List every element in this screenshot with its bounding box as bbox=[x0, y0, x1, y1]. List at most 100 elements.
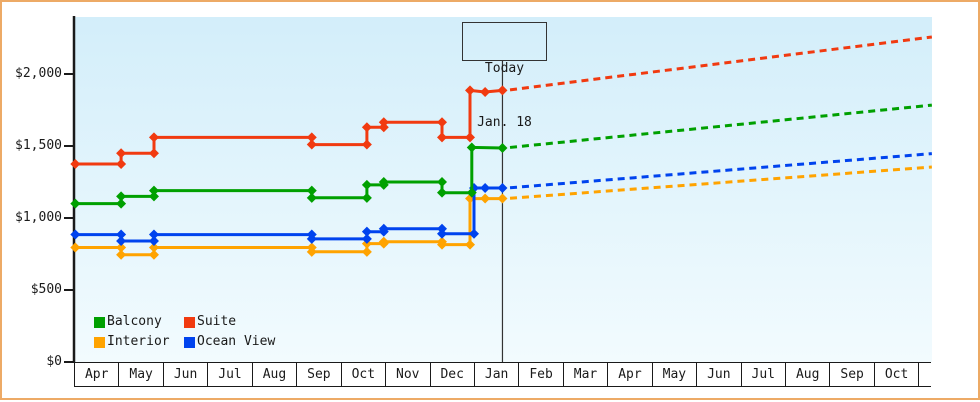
y-axis-labels: $0 $500 $1,000 $1,500 $2,000 bbox=[2, 2, 62, 402]
month-cell: Nov bbox=[385, 362, 430, 387]
month-cell: Apr bbox=[607, 362, 652, 387]
month-cell: Mar bbox=[562, 362, 608, 387]
month-cell-partial bbox=[918, 362, 932, 387]
today-annotation-line1: Today bbox=[484, 61, 525, 76]
series-marker-ocean-view bbox=[148, 229, 159, 240]
series-marker-interior bbox=[116, 249, 127, 260]
series-marker-suite bbox=[361, 139, 372, 150]
series-line-interior bbox=[75, 197, 503, 257]
series-marker-ocean-view bbox=[437, 228, 448, 239]
month-cell: Jul bbox=[207, 362, 252, 387]
ocean-view-color-swatch bbox=[184, 336, 195, 348]
y-tick-label: $1,000 bbox=[15, 210, 62, 225]
legend-item-suite: Suite bbox=[184, 312, 275, 332]
series-marker-interior bbox=[148, 249, 159, 260]
series-marker-suite bbox=[378, 117, 389, 128]
series-marker-interior bbox=[437, 239, 448, 250]
series-marker-interior bbox=[465, 239, 476, 250]
series-marker-balcony bbox=[466, 187, 477, 198]
series-marker-suite bbox=[437, 132, 448, 143]
series-marker-ocean-view bbox=[480, 183, 491, 194]
series-line-suite bbox=[75, 88, 503, 166]
y-tick-label: $0 bbox=[46, 354, 62, 369]
month-cell: Jun bbox=[696, 362, 741, 387]
forecast-line-balcony bbox=[509, 103, 933, 149]
series-marker-suite bbox=[116, 148, 127, 159]
series-marker-suite bbox=[116, 159, 127, 169]
series-marker-suite bbox=[361, 122, 372, 133]
series-marker-suite bbox=[465, 85, 476, 96]
month-cell: Sep bbox=[296, 362, 341, 387]
series-marker-balcony bbox=[116, 198, 127, 209]
series-marker-ocean-view bbox=[378, 223, 389, 234]
month-cell: Jan bbox=[473, 362, 519, 387]
series-marker-balcony bbox=[306, 192, 317, 203]
month-cell: Aug bbox=[785, 362, 830, 387]
series-marker-ocean-view bbox=[116, 236, 127, 247]
series-marker-interior bbox=[306, 246, 317, 257]
month-cell: May bbox=[651, 362, 697, 387]
series-marker-suite bbox=[306, 139, 317, 150]
month-cell: Apr bbox=[74, 362, 119, 387]
legend-label: Interior bbox=[107, 334, 170, 349]
interior-color-swatch bbox=[94, 336, 105, 348]
series-marker-ocean-view bbox=[361, 226, 372, 237]
series-marker-interior bbox=[378, 236, 389, 247]
series-marker-balcony bbox=[306, 185, 317, 196]
legend-label: Suite bbox=[197, 314, 237, 329]
y-tick-label: $500 bbox=[30, 282, 62, 297]
today-annotation-box: Today Jan. 18 bbox=[462, 22, 547, 130]
series-marker-suite bbox=[497, 85, 508, 96]
forecast-line-suite bbox=[509, 35, 933, 92]
series-marker-interior bbox=[70, 242, 81, 253]
legend-label: Balcony bbox=[107, 314, 162, 329]
series-marker-suite bbox=[148, 148, 159, 159]
balcony-color-swatch bbox=[94, 316, 105, 328]
series-marker-interior bbox=[148, 242, 159, 253]
series-marker-ocean-view bbox=[70, 229, 81, 240]
series-marker-suite bbox=[70, 159, 81, 169]
legend-item-balcony: Balcony bbox=[94, 312, 184, 332]
legend-label: Ocean View bbox=[197, 334, 276, 349]
series-marker-ocean-view bbox=[148, 236, 159, 247]
series-marker-suite bbox=[465, 132, 476, 143]
series-marker-balcony bbox=[437, 187, 448, 198]
series-marker-interior bbox=[116, 242, 127, 253]
series-marker-balcony bbox=[361, 179, 372, 190]
series-marker-balcony bbox=[437, 177, 448, 187]
y-tick-label: $2,000 bbox=[15, 66, 62, 81]
month-cell: Sep bbox=[829, 362, 874, 387]
x-axis-month-row: Apr May Jun Jul Aug Sep Oct Nov Dec Jan Feb Mar Apr M… bbox=[74, 362, 932, 387]
series-marker-suite bbox=[148, 132, 159, 143]
month-cell: Jun bbox=[162, 362, 208, 387]
series-marker-suite bbox=[437, 117, 448, 128]
forecast-line-interior bbox=[509, 165, 932, 200]
series-marker-interior bbox=[480, 193, 491, 204]
series-marker-suite bbox=[306, 132, 317, 143]
legend-item-ocean-view: Ocean View bbox=[184, 332, 275, 352]
series-marker-interior bbox=[497, 193, 508, 204]
series-marker-balcony bbox=[116, 191, 127, 202]
series-marker-ocean-view bbox=[497, 183, 508, 194]
series-marker-balcony bbox=[497, 143, 508, 154]
series-marker-balcony bbox=[148, 185, 159, 196]
month-cell: Oct bbox=[873, 362, 919, 387]
legend-item-interior: Interior bbox=[94, 332, 184, 352]
series-marker-ocean-view bbox=[361, 233, 372, 244]
suite-color-swatch bbox=[184, 316, 195, 328]
y-tick-label: $1,500 bbox=[15, 138, 62, 153]
month-cell: Dec bbox=[429, 362, 474, 387]
chart-legend: Balcony Suite Interior Ocean View bbox=[94, 312, 275, 352]
series-marker-balcony bbox=[378, 177, 389, 187]
series-marker-balcony bbox=[70, 198, 81, 209]
series-marker-interior bbox=[361, 246, 372, 257]
series-marker-suite bbox=[378, 122, 389, 133]
series-marker-ocean-view bbox=[469, 228, 480, 239]
month-cell: Feb bbox=[518, 362, 563, 387]
series-marker-ocean-view bbox=[306, 233, 317, 244]
month-cell: Jul bbox=[740, 362, 785, 387]
series-marker-suite bbox=[480, 87, 491, 97]
month-cell: Oct bbox=[340, 362, 386, 387]
